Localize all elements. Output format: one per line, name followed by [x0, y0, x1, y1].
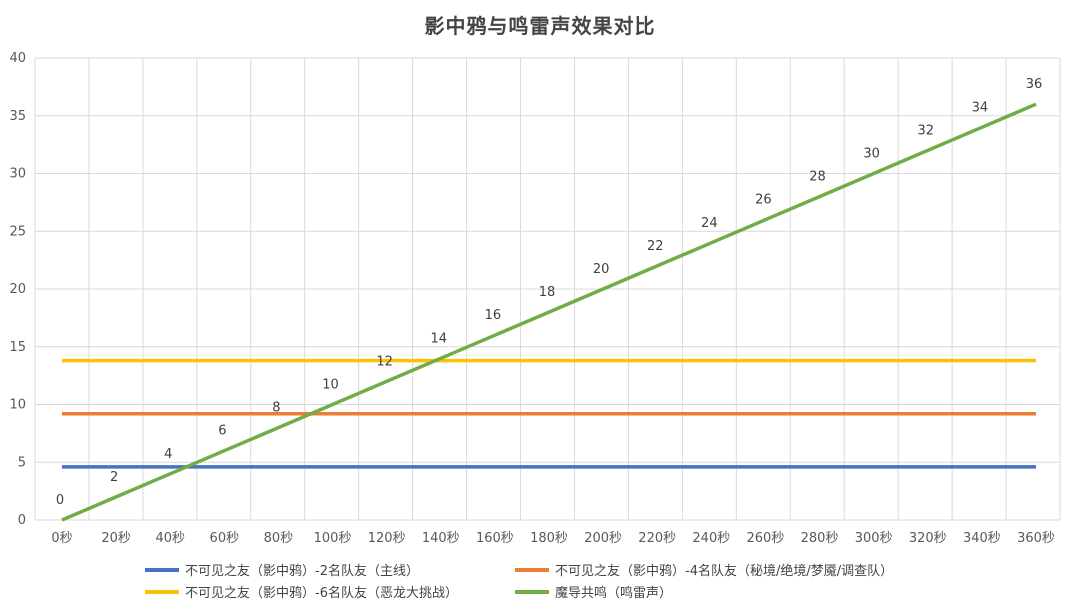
x-tick-label: 340秒	[963, 531, 1001, 546]
chart-title: 影中鸦与鸣雷声效果对比	[424, 14, 656, 38]
y-tick-label: 30	[9, 167, 26, 182]
data-label: 16	[485, 308, 502, 323]
legend-swatch	[515, 589, 549, 594]
legend-swatch	[145, 589, 179, 594]
x-tick-label: 180秒	[530, 531, 568, 546]
data-label: 20	[593, 262, 610, 277]
x-tick-label: 120秒	[368, 531, 406, 546]
y-tick-label: 10	[9, 398, 26, 413]
data-label: 2	[110, 470, 118, 485]
legend-label: 不可见之友（影中鸦）-6名队友（恶龙大挑战）	[185, 586, 458, 601]
y-tick-label: 15	[9, 340, 26, 355]
data-label: 32	[918, 123, 935, 138]
data-label: 18	[539, 285, 556, 300]
x-tick-label: 0秒	[51, 531, 72, 546]
legend-item-series-4: 魔导共鸣（鸣雷声）	[515, 582, 672, 601]
y-tick-label: 0	[18, 513, 26, 528]
legend-item-series-3: 不可见之友（影中鸦）-6名队友（恶龙大挑战）	[145, 582, 458, 601]
data-label: 26	[755, 193, 772, 208]
data-label: 36	[1026, 77, 1043, 92]
x-tick-label: 320秒	[909, 531, 947, 546]
legend-swatch	[515, 567, 549, 572]
y-tick-label: 40	[9, 51, 26, 66]
x-tick-label: 360秒	[1017, 531, 1055, 546]
x-tick-label: 100秒	[314, 531, 352, 546]
x-tick-label: 160秒	[476, 531, 514, 546]
y-tick-label: 25	[9, 224, 26, 239]
x-tick-label: 280秒	[801, 531, 839, 546]
data-label: 0	[56, 493, 64, 508]
legend-item-series-1: 不可见之友（影中鸦）-2名队友（主线）	[145, 560, 419, 579]
legend-label: 不可见之友（影中鸦）-4名队友（秘境/绝境/梦魇/调查队）	[555, 564, 894, 579]
series-line-4	[61, 102, 1037, 522]
data-label: 10	[322, 378, 339, 393]
y-tick-label: 35	[9, 109, 26, 124]
data-label: 22	[647, 239, 664, 254]
x-tick-label: 40秒	[155, 531, 185, 546]
legend-item-series-2: 不可见之友（影中鸦）-4名队友（秘境/绝境/梦魇/调查队）	[515, 560, 893, 579]
data-label: 6	[218, 424, 226, 439]
data-label: 14	[431, 331, 448, 346]
data-label: 34	[972, 100, 989, 115]
x-tick-label: 300秒	[855, 531, 893, 546]
x-tick-label: 20秒	[101, 531, 131, 546]
data-label: 24	[701, 216, 718, 231]
x-tick-label: 60秒	[210, 531, 240, 546]
data-label: 30	[863, 147, 880, 162]
x-tick-label: 220秒	[638, 531, 676, 546]
legend-label: 不可见之友（影中鸦）-2名队友（主线）	[185, 564, 419, 579]
data-label: 28	[809, 170, 826, 185]
legend-swatch	[145, 567, 179, 572]
data-label: 8	[272, 401, 280, 416]
x-tick-label: 260秒	[747, 531, 785, 546]
x-tick-label: 140秒	[422, 531, 460, 546]
data-label: 4	[164, 447, 172, 462]
data-label: 12	[376, 354, 393, 369]
y-tick-label: 5	[18, 455, 26, 470]
x-tick-label: 80秒	[264, 531, 294, 546]
y-tick-label: 20	[9, 282, 26, 297]
x-tick-label: 200秒	[584, 531, 622, 546]
legend-label: 魔导共鸣（鸣雷声）	[555, 586, 673, 601]
x-tick-label: 240秒	[692, 531, 730, 546]
